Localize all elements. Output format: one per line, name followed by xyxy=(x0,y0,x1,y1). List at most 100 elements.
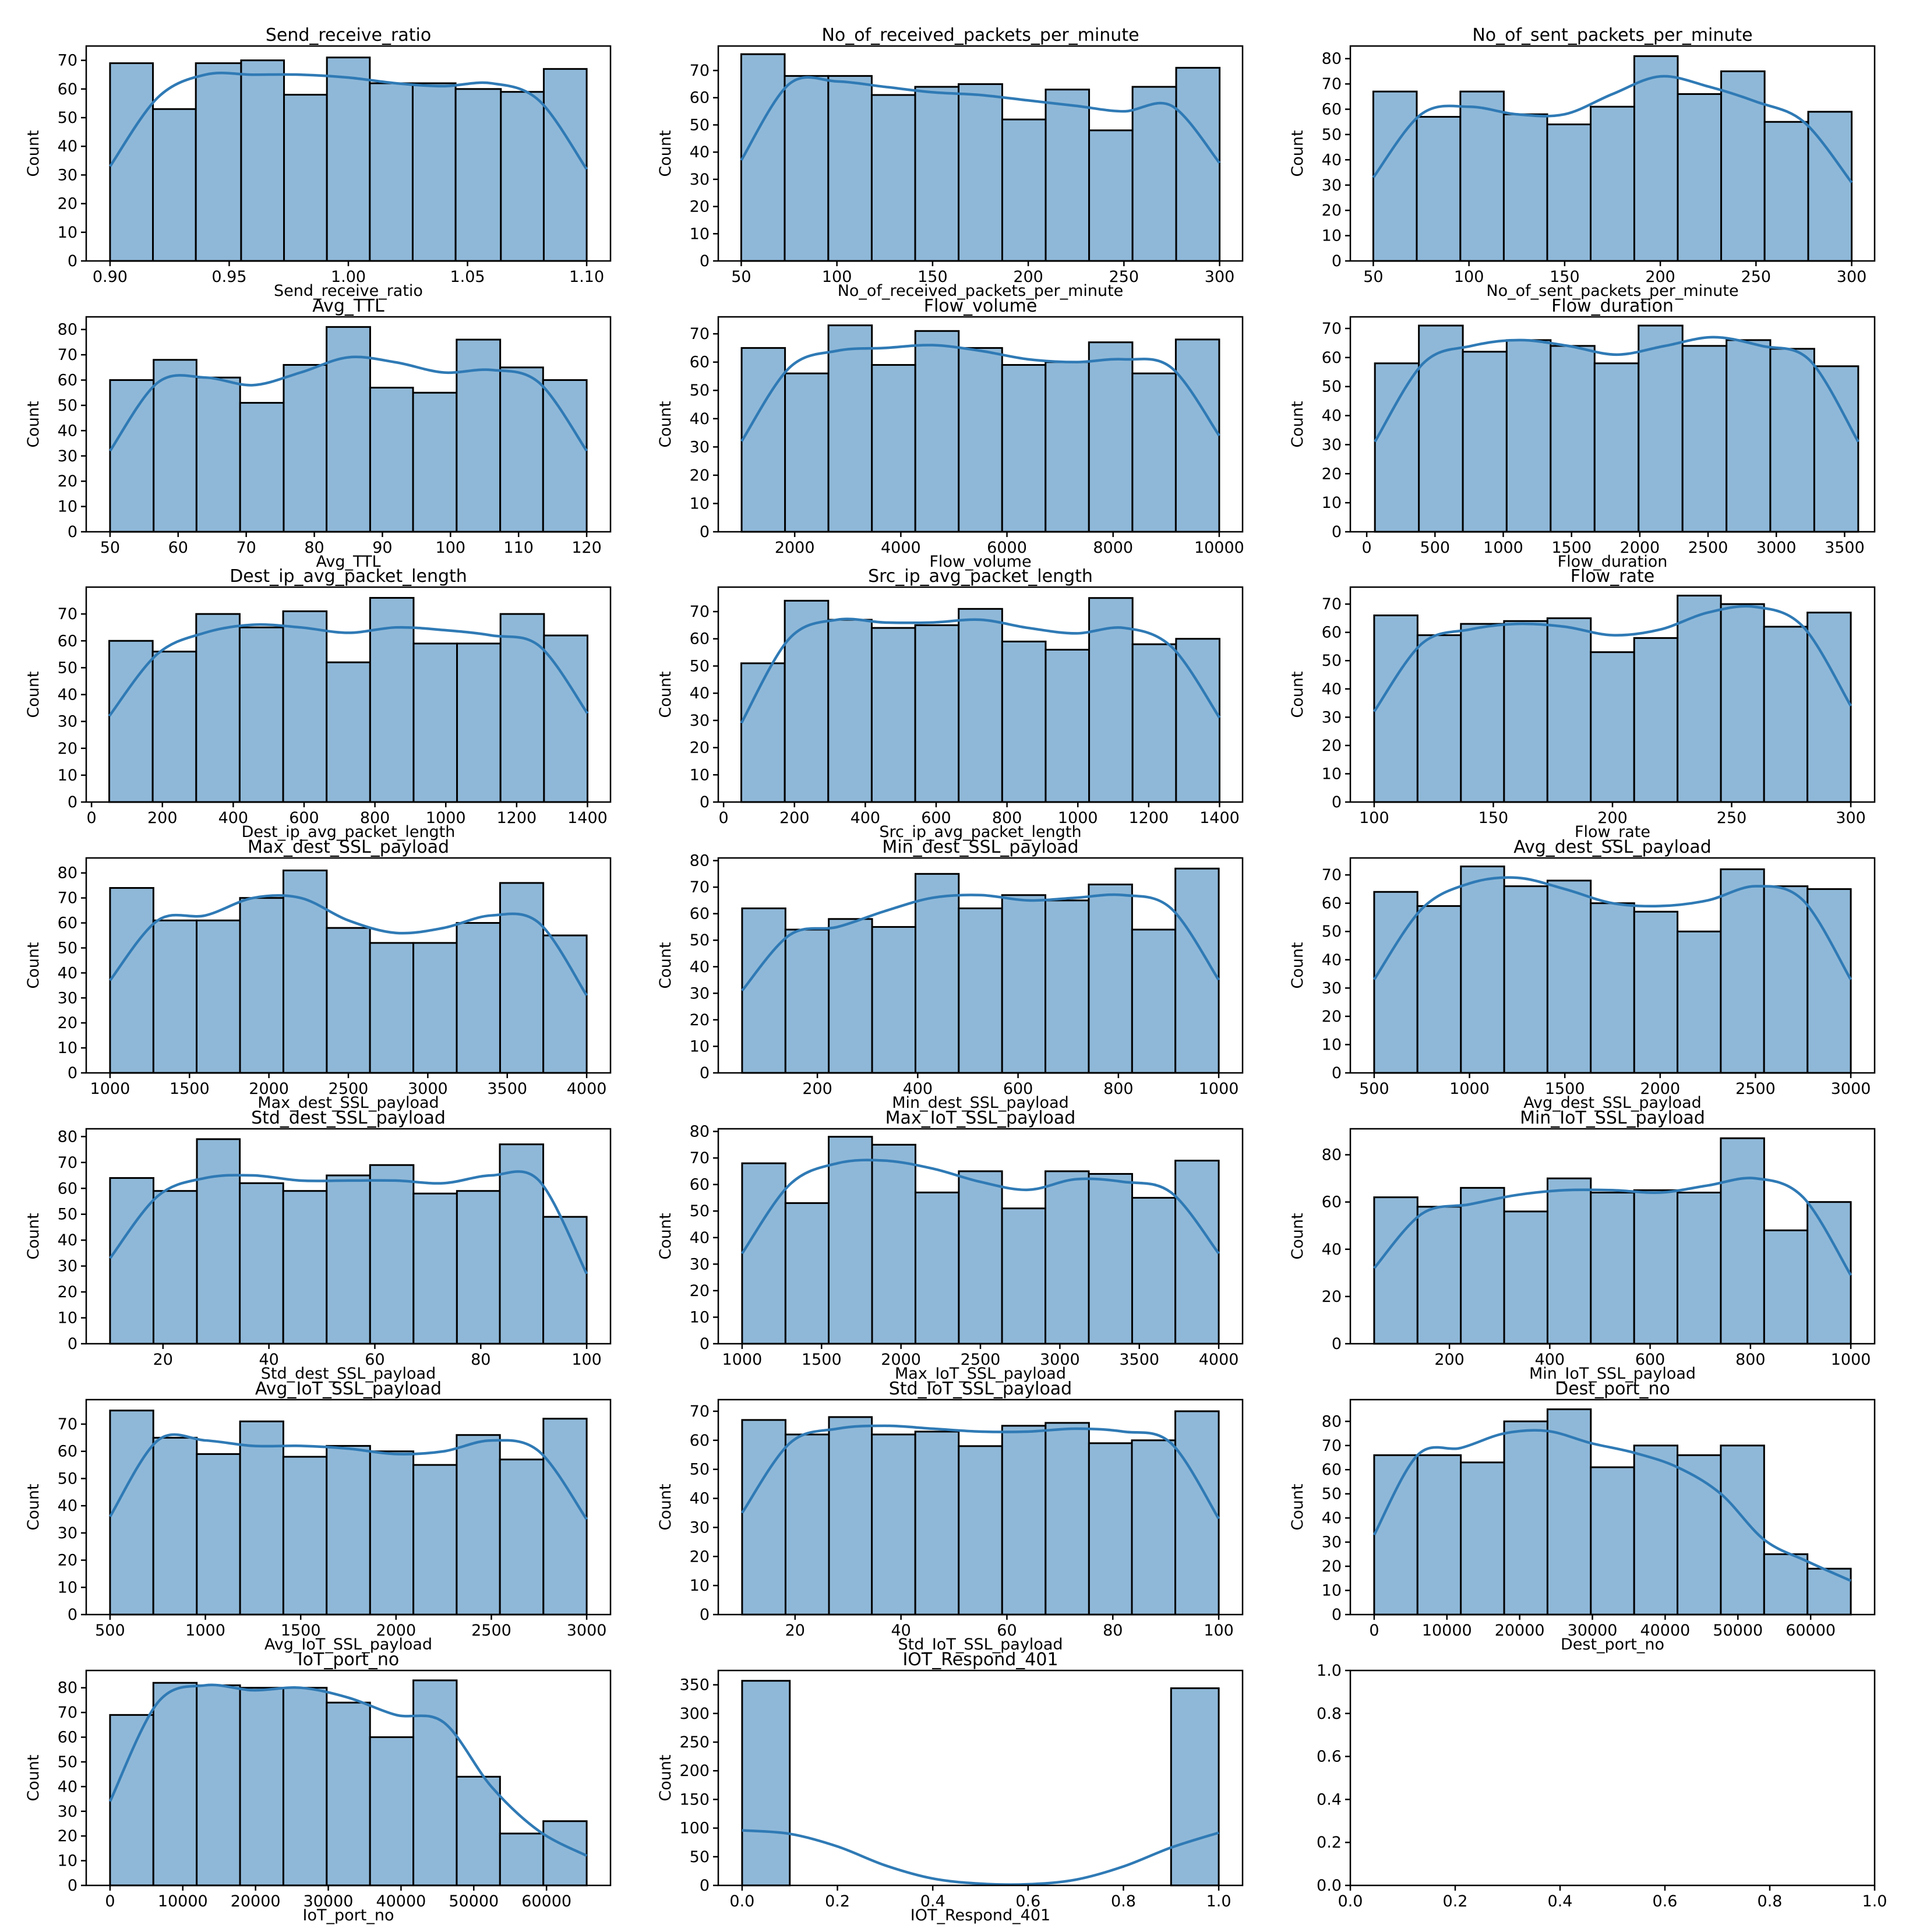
histogram-bar xyxy=(958,347,1003,533)
axes-frame xyxy=(717,45,1244,262)
histogram-bar xyxy=(1503,1210,1548,1345)
x-tick-label: 1.10 xyxy=(569,268,604,286)
subplot-14: 1000 1500 2000 2500 3000 3500 4000 0 10 20 30 40 50 6… xyxy=(657,1108,1244,1383)
histogram-bar xyxy=(870,627,916,803)
y-tick-label: 60 xyxy=(58,1443,77,1461)
x-tick-label: 0.4 xyxy=(920,1892,945,1910)
y-tick-label: 80 xyxy=(1322,50,1342,68)
subplot-title: Max_dest_SSL_payload xyxy=(248,837,449,857)
y-tick-label: 70 xyxy=(58,52,77,70)
histogram-bar xyxy=(828,1136,873,1345)
histogram-bar xyxy=(412,1464,458,1616)
y-tick-label: 50 xyxy=(690,931,710,949)
y-tick-label: 60 xyxy=(1322,895,1342,913)
x-tick-label: 400 xyxy=(1535,1351,1565,1369)
histogram-bar xyxy=(740,53,786,262)
x-tick-label: 50 xyxy=(1363,268,1383,286)
kde-line xyxy=(741,1424,1220,1520)
y-tick-label: 250 xyxy=(679,1733,710,1751)
histogram-bar xyxy=(152,108,197,262)
y-tick-label: 40 xyxy=(690,1490,710,1508)
histogram-bar xyxy=(1416,634,1462,803)
y-tick-label: 300 xyxy=(679,1705,710,1723)
histogram-bar xyxy=(1677,1191,1722,1345)
y-tick-label: 60 xyxy=(58,1179,77,1198)
subplot-6: 0 500 1000 1500 2000 2500 3000 3500 0 10 20 30 40 50 6… xyxy=(1289,296,1876,571)
histogram-bar xyxy=(1763,121,1809,262)
histogram-bar xyxy=(239,897,284,1074)
subplot-1: 0.90 0.95 1.00 1.05 1.10 0 10 20 30 40 50 60 70 Send_… xyxy=(24,25,612,300)
histogram-bar xyxy=(326,56,371,262)
x-tick-label: 0 xyxy=(1362,539,1372,557)
histogram-bar xyxy=(1720,70,1766,262)
y-tick-label: 150 xyxy=(679,1790,710,1809)
histogram-bar xyxy=(499,1832,545,1887)
histogram-bar xyxy=(958,907,1003,1074)
histogram-bar xyxy=(1505,339,1552,533)
histogram-bar xyxy=(1633,55,1679,262)
histogram-bar xyxy=(1174,867,1220,1074)
y-axis-label: Count xyxy=(1289,942,1307,988)
x-tick-label: 0.8 xyxy=(1111,1892,1136,1910)
histogram-bar xyxy=(500,91,545,262)
x-tick-label: 2000 xyxy=(376,1622,416,1640)
y-tick-label: 10 xyxy=(1322,765,1342,783)
y-tick-label: 20 xyxy=(58,195,77,213)
x-tick-label: 3000 xyxy=(408,1080,448,1098)
y-tick-label: 60 xyxy=(58,80,77,98)
subplot-title: Flow_duration xyxy=(1551,296,1674,316)
histogram-bar xyxy=(1170,1687,1220,1887)
x-tick-label: 250 xyxy=(1741,268,1772,286)
y-tick-label: 80 xyxy=(58,1679,77,1697)
y-tick-label: 50 xyxy=(690,1461,710,1479)
y-tick-label: 70 xyxy=(58,605,77,623)
x-tick-label: 250 xyxy=(1717,809,1747,827)
y-tick-label: 40 xyxy=(58,137,77,156)
histogram-bar xyxy=(871,364,916,533)
y-tick-label: 40 xyxy=(690,143,710,161)
histogram-bar xyxy=(499,882,545,1074)
x-tick-label: 1500 xyxy=(1551,539,1592,557)
x-tick-label: 1500 xyxy=(170,1080,210,1098)
histogram-bar xyxy=(1806,1201,1852,1345)
x-tick-label: 20000 xyxy=(1495,1622,1545,1640)
y-tick-label: 40 xyxy=(1322,1241,1342,1259)
axes-frame xyxy=(717,316,1244,533)
y-tick-label: 0 xyxy=(68,1064,77,1082)
x-tick-label: 1000 xyxy=(1199,1080,1239,1098)
y-tick-label: 50 xyxy=(690,1202,710,1220)
histogram-bar xyxy=(741,1680,791,1887)
x-tick-label: 30000 xyxy=(1568,1622,1618,1640)
y-tick-label: 100 xyxy=(679,1820,710,1838)
subplot-5: 2000 4000 6000 8000 10000 0 10 20 30 40 50 60 70 Flow… xyxy=(657,296,1244,571)
y-tick-label: 40 xyxy=(58,1497,77,1515)
x-tick-label: 600 xyxy=(1635,1351,1665,1369)
x-tick-label: 200 xyxy=(147,809,178,827)
y-tick-label: 30 xyxy=(58,447,77,465)
histogram-bar xyxy=(412,391,458,533)
x-tick-label: 40000 xyxy=(376,1892,426,1910)
subplot-title: Min_dest_SSL_payload xyxy=(882,837,1078,857)
histogram-bar xyxy=(740,662,786,803)
y-tick-label: 40 xyxy=(58,686,77,704)
x-tick-label: 1400 xyxy=(567,809,608,827)
histogram-bar xyxy=(543,634,588,803)
histogram-bar xyxy=(828,1416,873,1616)
x-axis-label: Flow_duration xyxy=(1558,553,1668,571)
y-axis-label: Count xyxy=(1289,1484,1307,1530)
y-tick-label: 70 xyxy=(690,62,710,80)
subplot-13: 20 40 60 80 100 0 10 20 30 40 50 60 70 80 Std_dest_SSL… xyxy=(24,1108,612,1383)
x-tick-label: 300 xyxy=(1836,809,1866,827)
y-tick-label: 40 xyxy=(1322,1509,1342,1527)
histogram-bar xyxy=(1769,348,1815,533)
x-tick-label: 40 xyxy=(259,1351,278,1369)
x-axis-label: Avg_dest_SSL_payload xyxy=(1523,1094,1702,1112)
subplot-title: Std_IoT_SSL_payload xyxy=(889,1379,1072,1399)
y-tick-label: 0 xyxy=(1332,523,1342,541)
y-tick-label: 50 xyxy=(690,1848,710,1866)
y-tick-label: 0 xyxy=(68,1877,77,1895)
histogram-bar xyxy=(1460,866,1505,1074)
subplot-19: 0 10000 20000 30000 40000 50000 60000 0 10 20 30 40… xyxy=(24,1650,612,1924)
y-tick-label: 70 xyxy=(1322,595,1342,613)
